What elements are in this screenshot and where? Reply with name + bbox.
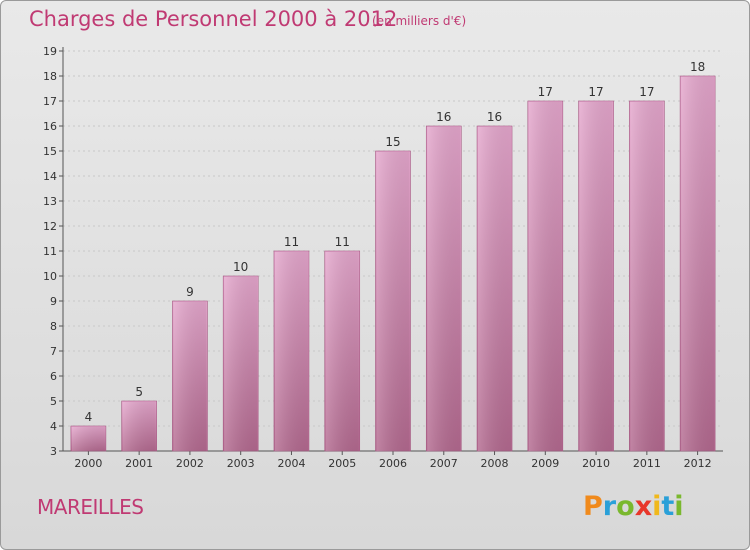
y-tick-label: 3 <box>50 445 57 458</box>
y-tick-label: 10 <box>43 270 57 283</box>
x-tick-label: 2009 <box>531 457 559 470</box>
bar-highlight <box>173 302 207 451</box>
x-tick-label: 2007 <box>430 457 458 470</box>
bar-highlight <box>528 102 562 451</box>
brand-letter: r <box>602 491 617 522</box>
bar-highlight <box>325 252 359 451</box>
y-tick-label: 14 <box>43 170 57 183</box>
proxiti-logo: Proxiti <box>583 491 684 522</box>
data-label: 17 <box>588 85 603 99</box>
x-tick-label: 2001 <box>125 457 153 470</box>
y-tick-label: 11 <box>43 245 57 258</box>
x-tick-label: 2004 <box>277 457 305 470</box>
y-tick-label: 17 <box>43 95 57 108</box>
x-tick-label: 2010 <box>582 457 610 470</box>
data-label: 17 <box>639 85 654 99</box>
x-tick-label: 2012 <box>684 457 712 470</box>
data-label: 5 <box>135 385 143 399</box>
x-tick-label: 2011 <box>633 457 661 470</box>
bar-highlight <box>630 102 664 451</box>
data-label: 15 <box>385 135 400 149</box>
commune-name: MAREILLES <box>37 495 144 519</box>
bars <box>70 75 716 452</box>
y-tick-label: 6 <box>50 370 57 383</box>
x-tick-label: 2006 <box>379 457 407 470</box>
y-tick-label: 16 <box>43 120 57 133</box>
y-tick-label: 13 <box>43 195 57 208</box>
brand-letter: i <box>652 491 662 522</box>
bar-highlight <box>681 77 715 451</box>
y-tick-label: 7 <box>50 345 57 358</box>
brand-letter: o <box>616 491 635 522</box>
y-tick-label: 5 <box>50 395 57 408</box>
y-tick-label: 4 <box>50 420 57 433</box>
y-tick-label: 12 <box>43 220 57 233</box>
data-label: 10 <box>233 260 248 274</box>
brand-letter: i <box>674 491 684 522</box>
data-label: 11 <box>335 235 350 249</box>
bar-highlight <box>376 152 410 451</box>
y-tick-label: 9 <box>50 295 57 308</box>
bar-highlight <box>427 127 461 451</box>
bar-highlight <box>579 102 613 451</box>
chart-title: Charges de Personnel 2000 à 2012 <box>29 7 398 31</box>
bar-highlight <box>71 427 105 451</box>
brand-letter: t <box>661 491 675 522</box>
x-tick-label: 2005 <box>328 457 356 470</box>
x-tick-label: 2003 <box>227 457 255 470</box>
labels: 3 4 5 6 7 8 9 10 11 12 13 14 15 16 17 18 19 2000 4 2001 5 200… <box>43 45 712 470</box>
x-tick-label: 2000 <box>74 457 102 470</box>
y-tick-label: 15 <box>43 145 57 158</box>
bar-highlight <box>122 402 156 451</box>
data-label: 4 <box>85 410 93 424</box>
chart-subtitle: (en milliers d'€) <box>372 14 467 28</box>
data-label: 11 <box>284 235 299 249</box>
data-label: 16 <box>436 110 451 124</box>
data-label: 17 <box>538 85 553 99</box>
brand-letter: x <box>634 491 653 522</box>
bar-highlight <box>224 277 258 451</box>
data-label: 16 <box>487 110 502 124</box>
y-tick-label: 19 <box>43 45 57 58</box>
brand-letter: P <box>583 491 603 522</box>
y-tick-label: 18 <box>43 70 57 83</box>
bar-highlight <box>274 252 308 451</box>
x-tick-label: 2008 <box>481 457 509 470</box>
y-tick-label: 8 <box>50 320 57 333</box>
data-label: 9 <box>186 285 194 299</box>
bar-highlight <box>478 127 512 451</box>
data-label: 18 <box>690 60 705 74</box>
x-tick-label: 2002 <box>176 457 204 470</box>
